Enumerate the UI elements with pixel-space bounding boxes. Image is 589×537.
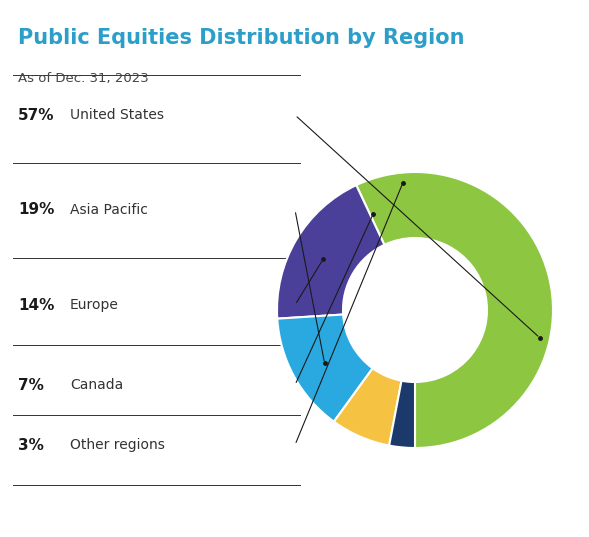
Text: 14%: 14% — [18, 297, 54, 313]
Text: Other regions: Other regions — [70, 438, 165, 452]
Text: 3%: 3% — [18, 438, 44, 453]
Wedge shape — [356, 172, 553, 448]
Text: As of Dec. 31, 2023: As of Dec. 31, 2023 — [18, 72, 149, 85]
Text: Public Equities Distribution by Region: Public Equities Distribution by Region — [18, 28, 465, 48]
Text: 57%: 57% — [18, 107, 55, 122]
Text: Europe: Europe — [70, 298, 119, 312]
Wedge shape — [334, 368, 402, 446]
Text: 19%: 19% — [18, 202, 54, 217]
Wedge shape — [277, 185, 385, 318]
Text: Asia Pacific: Asia Pacific — [70, 203, 148, 217]
Text: United States: United States — [70, 108, 164, 122]
Wedge shape — [277, 315, 373, 422]
Text: Canada: Canada — [70, 378, 123, 392]
Text: 7%: 7% — [18, 378, 44, 393]
Wedge shape — [389, 381, 415, 448]
